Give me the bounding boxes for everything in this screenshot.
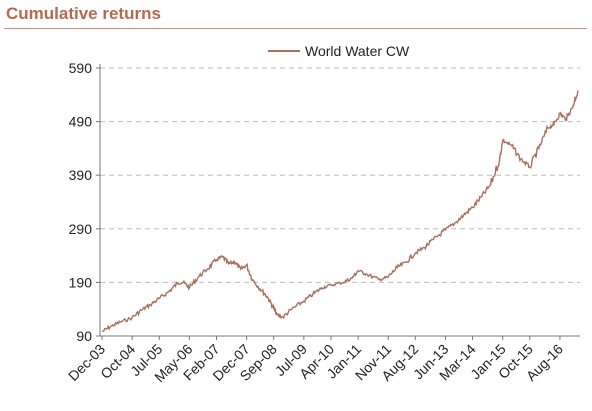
title-divider (4, 28, 587, 29)
grid-lines (100, 67, 580, 283)
legend-label: World Water CW (305, 43, 410, 59)
page-title: Cumulative returns (6, 4, 161, 23)
x-tick-label: Dec-03 (65, 341, 108, 384)
y-tick-label: 90 (76, 328, 92, 344)
y-tick-label: 490 (69, 114, 93, 130)
y-tick-label: 390 (69, 167, 93, 183)
y-tick-label: 590 (69, 60, 93, 76)
legend: World Water CW (268, 43, 410, 59)
y-tick-label: 290 (69, 221, 93, 237)
series-line-world-water-cw (101, 90, 579, 333)
y-axis-ticks: 90 190 290 390 490 590 (69, 60, 100, 344)
x-axis-ticks: Dec-03Oct-04Jul-05May-06Feb-07Dec-07Sep-… (65, 336, 566, 385)
y-tick-label: 190 (69, 274, 93, 290)
